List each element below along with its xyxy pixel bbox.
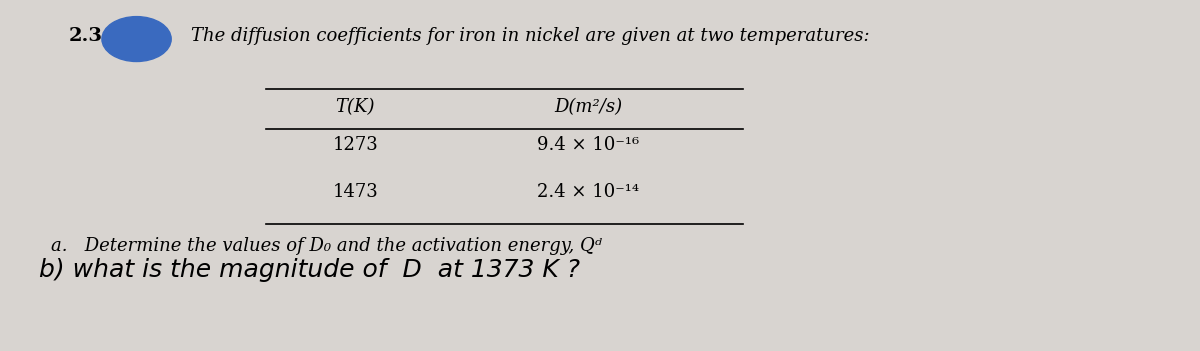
Text: b) what is the magnitude of  D  at 1373 K ?: b) what is the magnitude of D at 1373 K … <box>38 258 580 283</box>
Text: 1473: 1473 <box>332 183 378 201</box>
Text: 2.4 × 10⁻¹⁴: 2.4 × 10⁻¹⁴ <box>536 183 640 201</box>
Text: 1273: 1273 <box>332 136 378 154</box>
Text: The diffusion coefficients for iron in nickel are given at two temperatures:: The diffusion coefficients for iron in n… <box>192 27 870 45</box>
Text: 2.3: 2.3 <box>68 27 102 45</box>
Text: D(m²/s): D(m²/s) <box>554 98 622 116</box>
Text: a.   Determine the values of D₀ and the activation energy, Qᵈ: a. Determine the values of D₀ and the ac… <box>50 237 601 255</box>
Text: T(K): T(K) <box>335 98 374 116</box>
Text: 9.4 × 10⁻¹⁶: 9.4 × 10⁻¹⁶ <box>536 136 640 154</box>
Ellipse shape <box>102 16 172 61</box>
